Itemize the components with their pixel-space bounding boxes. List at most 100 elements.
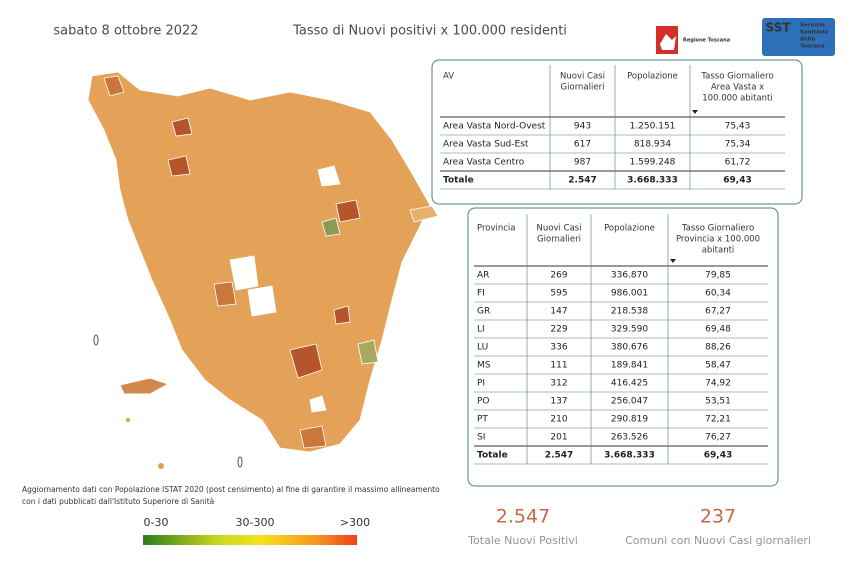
island	[93, 334, 99, 346]
table-cell: 329.590	[611, 325, 648, 335]
table-cell: 210	[550, 415, 567, 425]
table-cell: 943	[574, 122, 591, 132]
municipality	[229, 255, 259, 291]
table-cell: PO	[477, 397, 490, 407]
column-header: Tasso Giornaliero	[681, 224, 754, 234]
note: con i dati pubblicati dall'Istituto Supe…	[22, 497, 214, 506]
table-cell: 72,21	[705, 415, 731, 425]
column-header: Tasso Giornaliero	[700, 72, 773, 82]
column-header: Giornalieri	[561, 83, 605, 93]
total-cell: 3.668.333	[627, 176, 678, 186]
municipality	[333, 305, 351, 325]
municipality	[357, 339, 379, 365]
table-cell: 147	[550, 307, 567, 317]
island	[119, 377, 170, 395]
column-header: abitanti	[702, 246, 735, 256]
table-cell: 269	[550, 271, 567, 281]
municipality	[321, 217, 341, 237]
table-cell: 380.676	[611, 343, 648, 353]
province-table-frame	[467, 207, 779, 487]
sst-logo-line: Toscana	[800, 44, 825, 50]
table-cell: 69,48	[705, 325, 731, 335]
total-cell: 2.547	[568, 176, 596, 186]
municipality	[409, 205, 439, 223]
table-cell: Area Vasta Centro	[443, 158, 525, 168]
table-cell: 312	[550, 379, 567, 389]
table-cell: Area Vasta Nord-Ovest	[443, 122, 546, 132]
municipality	[213, 281, 237, 307]
total-cell: 2.547	[545, 451, 573, 461]
sort-indicator	[692, 110, 698, 114]
legend-label: >300	[340, 516, 370, 529]
table-cell: 1.599.248	[630, 158, 676, 168]
table-cell: LU	[477, 343, 488, 353]
table-cell: 336	[550, 343, 567, 353]
municipality	[289, 343, 323, 379]
municipality	[103, 75, 125, 97]
region-logo: Regione Toscana	[656, 26, 730, 54]
table-cell: 58,47	[705, 361, 731, 371]
column-header: Popolazione	[604, 224, 655, 234]
total-cell: 69,43	[723, 176, 751, 186]
table-cell: 137	[550, 397, 567, 407]
island	[158, 463, 164, 469]
map	[87, 71, 439, 469]
table-cell: 88,26	[705, 343, 731, 353]
municipality	[309, 395, 327, 413]
table-cell: 256.047	[611, 397, 648, 407]
municipality	[167, 155, 191, 177]
legend-label: 30-300	[236, 516, 275, 529]
total-cell: 69,43	[704, 451, 732, 461]
column-header: Provincia	[477, 224, 516, 234]
table-cell: 79,85	[705, 271, 731, 281]
column-header: 100.000 abitanti	[702, 94, 772, 104]
table-cell: 987	[574, 158, 591, 168]
table-cell: 595	[550, 289, 567, 299]
table-cell: 290.819	[611, 415, 648, 425]
total-cell: Totale	[443, 176, 474, 186]
table-cell: 61,72	[725, 158, 751, 168]
island	[237, 456, 243, 468]
region-logo-text: Regione Toscana	[683, 38, 730, 44]
table-cell: 189.841	[611, 361, 648, 371]
table-cell: PI	[477, 379, 485, 389]
sst-logo-text: SST	[766, 21, 792, 35]
municipality	[171, 117, 193, 137]
table-cell: AR	[477, 271, 489, 281]
kpi-value: 237	[700, 506, 736, 528]
note: Aggiornamento dati con Popolazione ISTAT…	[22, 485, 440, 494]
table-cell: 229	[550, 325, 567, 335]
column-header: Popolazione	[627, 72, 678, 82]
table-cell: 53,51	[705, 397, 731, 407]
sort-indicator	[670, 259, 676, 263]
kpi-value: 2.547	[496, 506, 550, 528]
title: Tasso di Nuovi positivi x 100.000 reside…	[292, 24, 567, 39]
sst-logo-line: Servizio	[800, 23, 825, 29]
municipality	[299, 425, 327, 449]
table-cell: Area Vasta Sud-Est	[443, 140, 529, 150]
area-table-frame	[431, 59, 803, 205]
kpi-label: Totale Nuovi Positivi	[467, 534, 578, 547]
column-header: Nuovi Casi	[537, 224, 582, 234]
column-header: Provincia x 100.000	[676, 235, 760, 245]
sst-logo-line: Sanitario	[800, 30, 828, 36]
legend-label: 0-30	[144, 516, 169, 529]
table-cell: 818.934	[634, 140, 671, 150]
table-cell: SI	[477, 433, 485, 443]
column-header: Giornalieri	[537, 235, 581, 245]
table-cell: 75,34	[725, 140, 751, 150]
table-cell: 76,27	[705, 433, 731, 443]
municipality	[247, 285, 277, 317]
municipality	[335, 199, 361, 223]
column-header: Area Vasta x	[711, 83, 764, 93]
table-cell: GR	[477, 307, 490, 317]
table-cell: 617	[574, 140, 591, 150]
table-cell: 60,34	[705, 289, 731, 299]
table-cell: 201	[550, 433, 567, 443]
total-cell: 3.668.333	[604, 451, 655, 461]
column-header: Nuovi Casi	[560, 72, 605, 82]
table-cell: LI	[477, 325, 485, 335]
table-cell: 111	[550, 361, 567, 371]
